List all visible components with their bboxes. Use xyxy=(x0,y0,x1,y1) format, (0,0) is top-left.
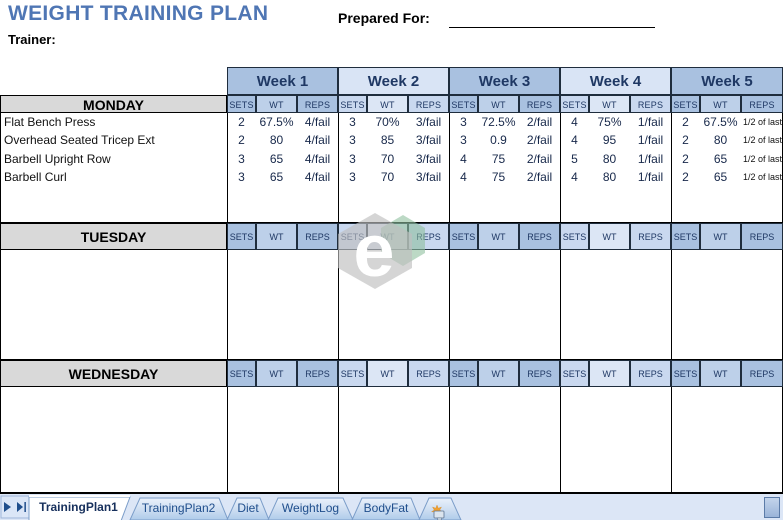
svg-text:e: e xyxy=(353,209,394,292)
